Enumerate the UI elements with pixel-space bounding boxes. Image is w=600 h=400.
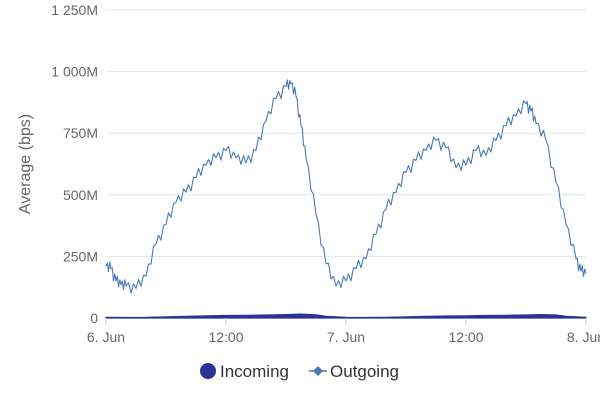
- legend-item-outgoing[interactable]: Outgoing: [309, 362, 399, 381]
- legend-label: Incoming: [220, 362, 289, 381]
- y-tick-label: 750M: [63, 125, 98, 141]
- legend-item-incoming[interactable]: Incoming: [200, 362, 289, 381]
- legend-circle-marker-icon: [200, 363, 216, 379]
- y-tick-label: 250M: [63, 248, 98, 264]
- y-tick-label: 1 000M: [51, 64, 98, 80]
- outgoing-series-line: [105, 79, 587, 294]
- grid-layer: [106, 9, 586, 319]
- x-tick-label: 12:00: [208, 329, 243, 345]
- x-tick-label: 6. Jun: [87, 329, 125, 345]
- axis-layer: 0 250M 500M 750M 1 000M 1 250M 6. Jun 12:00 7. J…: [51, 2, 600, 345]
- y-tick-label: 500M: [63, 187, 98, 203]
- legend: Incoming Outgoing: [200, 362, 399, 381]
- y-tick-label: 1 250M: [51, 2, 98, 18]
- x-tick-label: 8. Jun: [567, 329, 600, 345]
- series-layer: [105, 79, 587, 319]
- y-axis-title: Average (bps): [17, 114, 34, 214]
- legend-diamond-marker-icon: [313, 366, 323, 376]
- x-tick-label: 7. Jun: [327, 329, 365, 345]
- y-tick-label: 0: [90, 310, 98, 326]
- incoming-series-area: [105, 313, 587, 319]
- x-tick-label: 12:00: [448, 329, 483, 345]
- legend-label: Outgoing: [330, 362, 399, 381]
